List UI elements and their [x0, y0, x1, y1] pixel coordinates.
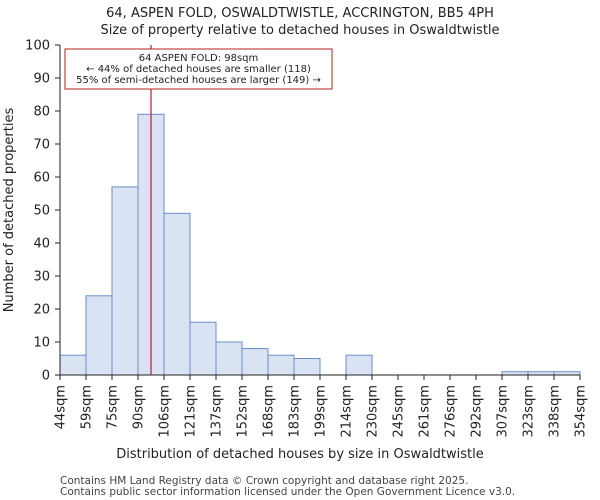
- y-tick-label: 60: [33, 171, 50, 186]
- x-tick-label: 323sqm: [522, 385, 537, 438]
- bar-75sqm: [111, 186, 139, 376]
- x-tick-label: 245sqm: [392, 385, 407, 438]
- x-tick-label: 121sqm: [184, 385, 199, 438]
- footer-line-1: Contains HM Land Registry data © Crown c…: [60, 475, 468, 487]
- x-tick-label: 152sqm: [236, 385, 251, 438]
- x-axis-label: Distribution of detached houses by size …: [116, 447, 484, 462]
- bars-group: [59, 113, 581, 376]
- x-axis-ticks: 44sqm 59sqm 75sqm 90sqm 106sqm 121sqm 137sqm 15…: [54, 375, 589, 438]
- x-tick-label: 183sqm: [288, 385, 303, 438]
- x-tick-label: 276sqm: [444, 385, 459, 438]
- bar-44sqm: [59, 354, 87, 376]
- x-tick-label: 338sqm: [548, 385, 563, 438]
- x-tick-label: 292sqm: [470, 385, 485, 438]
- x-tick-label: 199sqm: [314, 385, 329, 438]
- bar-137sqm: [215, 341, 243, 376]
- bar-168sqm: [267, 354, 295, 376]
- annotation-line-1: 64 ASPEN FOLD: 98sqm: [139, 53, 259, 64]
- x-tick-label: 214sqm: [340, 385, 355, 438]
- x-tick-label: 59sqm: [80, 385, 95, 429]
- annotation-box: [64, 48, 333, 90]
- x-tick-label: 137sqm: [210, 385, 225, 438]
- x-tick-label: 168sqm: [262, 385, 277, 438]
- bar-183sqm: [293, 358, 321, 376]
- y-tick-label: 10: [33, 336, 50, 351]
- x-tick-label: 75sqm: [106, 385, 121, 429]
- annotation-line-2: ← 44% of detached houses are smaller (11…: [86, 64, 311, 75]
- bar-59sqm: [85, 295, 113, 376]
- bar-214sqm: [345, 354, 373, 376]
- x-tick-label: 230sqm: [366, 385, 381, 438]
- y-tick-label: 50: [33, 204, 50, 219]
- y-tick-label: 40: [33, 237, 50, 252]
- bar-106sqm: [163, 212, 191, 376]
- chart-title: 64, ASPEN FOLD, OSWALDTWISTLE, ACCRINGTO…: [106, 6, 494, 21]
- x-tick-label: 106sqm: [158, 385, 173, 438]
- chart-subtitle: Size of property relative to detached ho…: [100, 23, 499, 38]
- x-tick-label: 354sqm: [574, 385, 589, 438]
- y-tick-label: 90: [33, 72, 50, 87]
- y-axis-label: Number of detached properties: [2, 108, 17, 313]
- y-tick-label: 20: [33, 303, 50, 318]
- annotation-line-3: 55% of semi-detached houses are larger (…: [76, 75, 321, 86]
- y-tick-label: 30: [33, 270, 50, 285]
- bar-121sqm: [189, 321, 217, 376]
- x-tick-label: 90sqm: [132, 385, 147, 429]
- y-tick-label: 0: [42, 369, 50, 384]
- y-tick-label: 80: [33, 105, 50, 120]
- bar-152sqm: [241, 348, 269, 376]
- y-tick-label: 100: [25, 39, 50, 54]
- footer-line-2: Contains public sector information licen…: [60, 486, 515, 498]
- x-tick-label: 44sqm: [54, 385, 69, 429]
- x-tick-label: 261sqm: [418, 385, 433, 438]
- y-tick-label: 70: [33, 138, 50, 153]
- x-tick-label: 307sqm: [496, 385, 511, 438]
- y-axis-ticks: 0 10 20 30 40 50 60 70 80 90 100: [25, 39, 60, 384]
